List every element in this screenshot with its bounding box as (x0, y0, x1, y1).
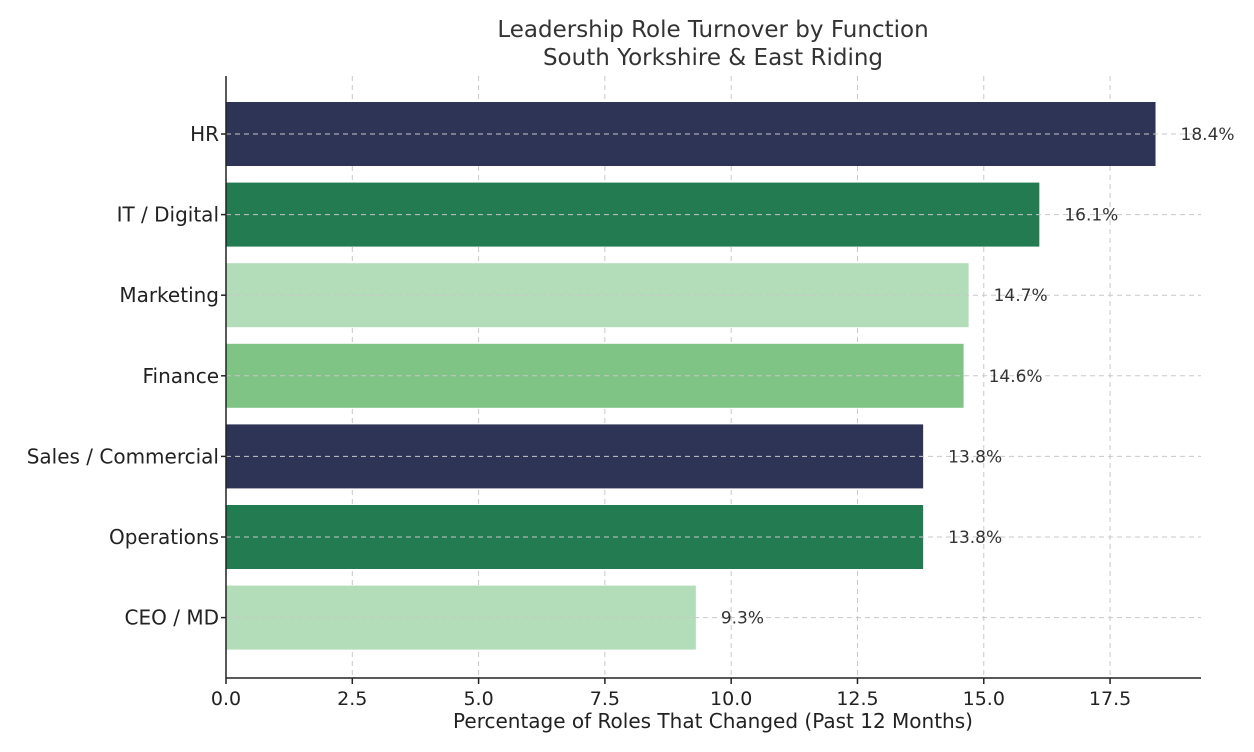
category-label: Operations (109, 525, 219, 549)
x-tick-label: 2.5 (337, 688, 367, 710)
bar (226, 505, 924, 569)
x-tick-label: 0.0 (211, 688, 241, 710)
bar-value-label: 14.7% (994, 286, 1048, 306)
bars-layer: 18.4% 16.1% 14.7% 14.6% 13.8% 13.8% 9.3% (226, 102, 1235, 650)
category-label: HR (190, 122, 219, 146)
x-tick-label: 15.0 (963, 688, 1005, 710)
x-axis-label: Percentage of Roles That Changed (Past 1… (453, 709, 973, 733)
category-label: Marketing (119, 283, 219, 307)
category-label: IT / Digital (117, 203, 219, 227)
bar-value-label: 18.4% (1181, 125, 1235, 145)
axes-layer: HR IT / Digital Marketing Finance Sales / Co… (27, 76, 1201, 710)
bar-value-label: 13.8% (948, 447, 1002, 467)
category-label: Finance (142, 364, 219, 388)
bar-value-label: 14.6% (989, 367, 1043, 387)
bar-value-label: 16.1% (1064, 206, 1118, 226)
chart-subtitle: South Yorkshire & East Riding (543, 45, 883, 71)
category-label: Sales / Commercial (27, 444, 219, 468)
x-tick-label: 12.5 (836, 688, 878, 710)
x-tick-label: 10.0 (710, 688, 752, 710)
chart-title: Leadership Role Turnover by Function (497, 17, 928, 43)
x-tick-label: 7.5 (590, 688, 620, 710)
x-tick-label: 17.5 (1089, 688, 1131, 710)
x-tick-label: 5.0 (463, 688, 493, 710)
bar-value-label: 13.8% (948, 528, 1002, 548)
bar (226, 424, 924, 489)
category-label: CEO / MD (125, 606, 219, 630)
bar-value-label: 9.3% (721, 609, 764, 629)
